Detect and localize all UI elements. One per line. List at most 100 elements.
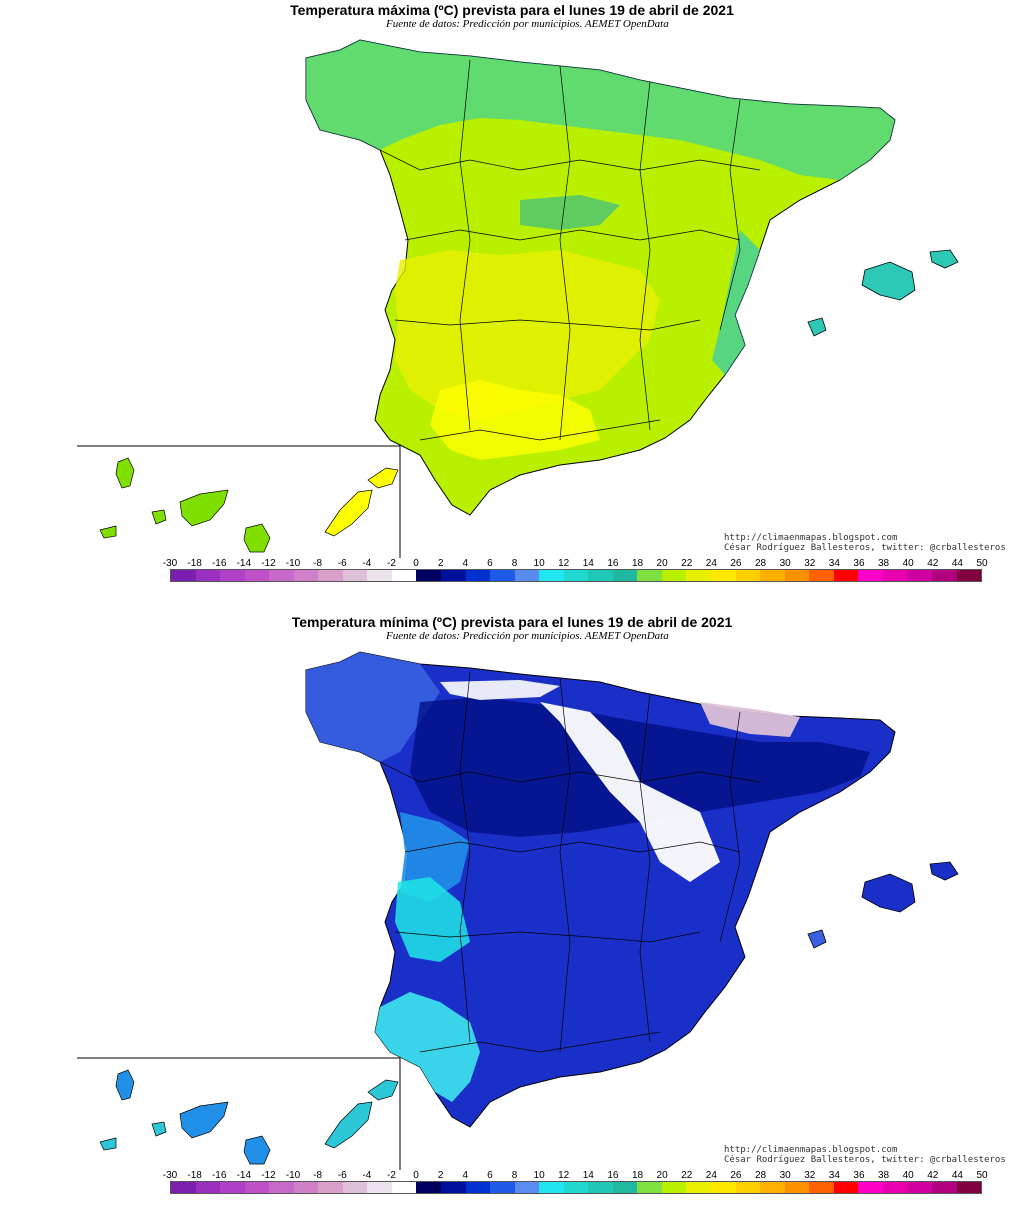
legend-tick-label: -10 bbox=[285, 558, 301, 569]
credit-url: http://climaenmapas.blogspot.com bbox=[724, 1145, 898, 1155]
legend-swatch bbox=[171, 570, 196, 581]
legend-tick-label: -14 bbox=[236, 1170, 252, 1181]
balearic-islands bbox=[807, 861, 959, 949]
legend-swatch bbox=[711, 1182, 736, 1193]
legend-swatch bbox=[882, 570, 908, 581]
legend-tick-label: -14 bbox=[236, 558, 252, 569]
legend-tick-label: -4 bbox=[362, 558, 372, 569]
legend-tick-label: 34 bbox=[828, 558, 840, 569]
data-source: Fuente de datos: Predicción por municipi… bbox=[386, 630, 669, 642]
legend-swatch bbox=[907, 570, 932, 581]
map-title: Temperatura mínima (ºC) prevista para el… bbox=[291, 614, 733, 630]
legend-swatch bbox=[490, 1182, 515, 1193]
legend-tick-label: -6 bbox=[337, 558, 347, 569]
legend-swatch bbox=[342, 570, 368, 581]
legend-tick-label: 12 bbox=[558, 558, 570, 569]
legend-swatch bbox=[490, 570, 515, 581]
legend-tick-label: 32 bbox=[804, 558, 816, 569]
credit-author: César Rodríguez Ballesteros, twitter: @c… bbox=[724, 543, 1006, 553]
legend-swatch bbox=[539, 570, 564, 581]
legend-tick-label: -18 bbox=[187, 1170, 202, 1181]
legend-tick-label: 26 bbox=[730, 558, 742, 569]
legend-swatch bbox=[637, 1182, 662, 1193]
legend-tick-label: 24 bbox=[705, 558, 717, 569]
legend-swatch bbox=[711, 570, 736, 581]
legend-tick-label: 42 bbox=[927, 558, 939, 569]
iberian-peninsula bbox=[305, 651, 896, 1128]
legend-tick-label: -6 bbox=[337, 1170, 347, 1181]
legend-tick-label: 10 bbox=[533, 558, 545, 569]
province-borders bbox=[379, 671, 761, 1053]
legend-swatch bbox=[931, 1182, 957, 1193]
legend-swatch bbox=[244, 1182, 270, 1193]
legend-swatch bbox=[195, 570, 221, 581]
legend-tick-label: 2 bbox=[437, 1170, 444, 1181]
legend-tick-label: 50 bbox=[976, 558, 988, 569]
legend-swatch bbox=[760, 1182, 785, 1193]
legend-tick-label: -16 bbox=[211, 1170, 227, 1181]
legend-swatch bbox=[637, 570, 662, 581]
legend-tick-label: 40 bbox=[902, 558, 914, 569]
legend-tick-label: 34 bbox=[828, 1170, 840, 1181]
legend-swatch bbox=[760, 570, 785, 581]
legend-tick-label: 32 bbox=[804, 1170, 816, 1181]
legend-swatch bbox=[244, 570, 270, 581]
legend-tick-label: 20 bbox=[656, 558, 668, 569]
legend-tick-label: 38 bbox=[878, 558, 890, 569]
legend-tick-label: 0 bbox=[413, 1170, 419, 1181]
legend-tick-label: 8 bbox=[511, 558, 518, 569]
legend-swatch bbox=[858, 1182, 883, 1193]
legend-swatch bbox=[809, 1182, 834, 1193]
legend-swatch bbox=[809, 570, 834, 581]
legend-swatch bbox=[514, 1182, 540, 1193]
legend-tick-label: 4 bbox=[462, 558, 469, 569]
legend-tick-label: -2 bbox=[387, 558, 396, 569]
max-temperature-map bbox=[77, 39, 959, 558]
legend-tick-label: 44 bbox=[951, 558, 963, 569]
legend-swatch bbox=[367, 1182, 392, 1193]
legend-labels: -30 -18 -16 -14 -12 -10 -8 -6 -4 -2 0 2 4 6 8 10 12 14 16 1… bbox=[0, 558, 1024, 570]
legend-tick-label: -12 bbox=[261, 1170, 276, 1181]
legend-tick-label: 36 bbox=[853, 558, 865, 569]
legend-tick-label: 10 bbox=[533, 1170, 545, 1181]
legend-swatch bbox=[220, 1182, 245, 1193]
legend-tick-label: -30 bbox=[162, 1170, 178, 1181]
legend-tick-label: -12 bbox=[261, 558, 276, 569]
legend-tick-label: 8 bbox=[511, 1170, 518, 1181]
legend-swatch bbox=[858, 570, 883, 581]
legend-swatch bbox=[931, 570, 957, 581]
legend-tick-label: 14 bbox=[582, 1170, 594, 1181]
credit-url: http://climaenmapas.blogspot.com bbox=[724, 533, 898, 543]
legend-tick-label: -4 bbox=[362, 1170, 372, 1181]
legend-swatch bbox=[391, 570, 417, 581]
legend-swatch bbox=[833, 570, 859, 581]
legend-tick-label: 30 bbox=[779, 558, 791, 569]
legend-tick-label: 0 bbox=[413, 558, 419, 569]
legend-tick-label: 38 bbox=[878, 1170, 890, 1181]
legend-tick-label: 16 bbox=[607, 1170, 619, 1181]
min-temperature-panel: Temperatura mínima (ºC) prevista para el… bbox=[0, 612, 1024, 1211]
province-borders bbox=[379, 59, 761, 441]
legend-tick-label: 6 bbox=[487, 1170, 493, 1181]
data-source: Fuente de datos: Predicción por municipi… bbox=[386, 18, 669, 30]
legend-swatch bbox=[318, 570, 343, 581]
legend-tick-label: -8 bbox=[313, 558, 323, 569]
legend-tick-label: -10 bbox=[285, 1170, 301, 1181]
color-legend bbox=[170, 569, 982, 582]
legend-tick-label: 24 bbox=[705, 1170, 717, 1181]
legend-swatch bbox=[882, 1182, 908, 1193]
legend-swatch bbox=[441, 570, 466, 581]
legend-swatch bbox=[220, 570, 245, 581]
legend-tick-label: 4 bbox=[462, 1170, 469, 1181]
legend-swatch bbox=[465, 1182, 491, 1193]
map-title: Temperatura máxima (ºC) prevista para el… bbox=[290, 2, 734, 18]
legend-swatch bbox=[367, 570, 392, 581]
legend-swatch bbox=[514, 570, 540, 581]
legend-swatch bbox=[269, 570, 294, 581]
legend-tick-label: 40 bbox=[902, 1170, 914, 1181]
legend-swatch bbox=[661, 1182, 687, 1193]
legend-tick-label: -8 bbox=[313, 1170, 323, 1181]
legend-tick-label: 28 bbox=[754, 1170, 767, 1181]
credit-author: César Rodríguez Ballesteros, twitter: @c… bbox=[724, 1155, 1006, 1165]
max-temperature-panel: Temperatura máxima (ºC) prevista para el… bbox=[0, 0, 1024, 599]
